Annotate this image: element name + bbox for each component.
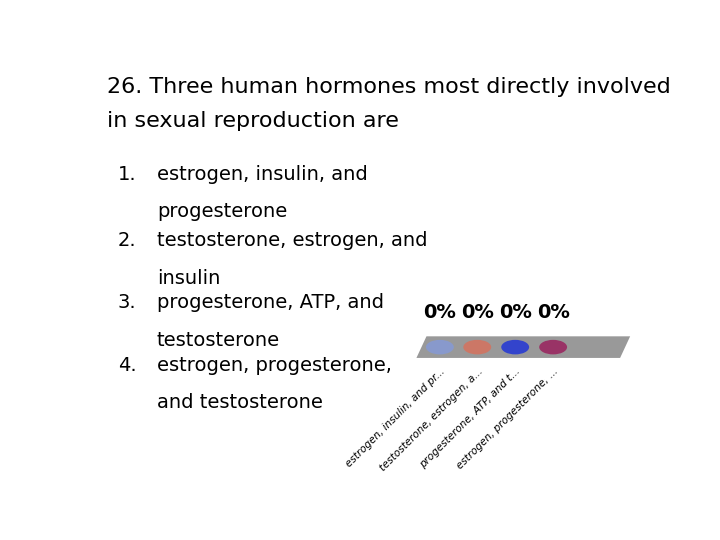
Text: 0%: 0% [536, 303, 570, 322]
Text: estrogen, insulin, and: estrogen, insulin, and [157, 165, 368, 184]
Text: in sexual reproduction are: in sexual reproduction are [107, 111, 399, 131]
Text: 26. Three human hormones most directly involved: 26. Three human hormones most directly i… [107, 77, 670, 97]
Text: progesterone, ATP, and: progesterone, ATP, and [157, 294, 384, 313]
Text: testosterone, estrogen, and: testosterone, estrogen, and [157, 231, 428, 250]
Text: 0%: 0% [499, 303, 531, 322]
Text: and testosterone: and testosterone [157, 393, 323, 412]
Text: 4.: 4. [118, 356, 137, 375]
Ellipse shape [463, 340, 491, 354]
Text: progesterone, ATP, and t...: progesterone, ATP, and t... [418, 366, 522, 470]
Ellipse shape [426, 340, 454, 354]
Text: 0%: 0% [461, 303, 494, 322]
Ellipse shape [539, 340, 567, 354]
Text: estrogen, progesterone,: estrogen, progesterone, [157, 356, 392, 375]
Text: 3.: 3. [118, 294, 137, 313]
Text: 1.: 1. [118, 165, 137, 184]
Text: testosterone, estrogen, a...: testosterone, estrogen, a... [377, 366, 485, 473]
Ellipse shape [501, 340, 529, 354]
Text: 2.: 2. [118, 231, 137, 250]
Text: insulin: insulin [157, 268, 220, 287]
Text: estrogen, progesterone, ...: estrogen, progesterone, ... [455, 366, 560, 471]
Text: progesterone: progesterone [157, 202, 287, 221]
Text: testosterone: testosterone [157, 331, 280, 350]
Text: 0%: 0% [423, 303, 456, 322]
Polygon shape [416, 336, 630, 358]
Text: estrogen, insulin, and pr...: estrogen, insulin, and pr... [344, 366, 447, 469]
